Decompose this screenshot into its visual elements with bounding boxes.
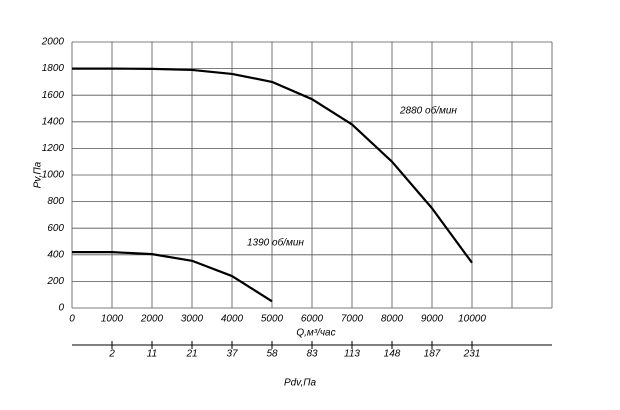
y-tick-label: 1800 <box>42 63 65 74</box>
y-tick-label: 1000 <box>42 170 65 181</box>
y-tick-label: 1400 <box>42 116 65 127</box>
series-label: 1390 об/мин <box>247 237 304 249</box>
x-tick-label: 2000 <box>140 314 164 325</box>
x-tick-label: 8000 <box>381 314 404 325</box>
x-tick-label: 5000 <box>261 314 284 325</box>
x-tick-label: 6000 <box>301 314 324 325</box>
x-tick-label: 9000 <box>421 314 444 325</box>
x-tick-label: 7000 <box>341 314 364 325</box>
curve <box>72 251 273 303</box>
y-tick-label: 200 <box>46 276 64 287</box>
y-axis-label: Pv,Па <box>33 161 44 188</box>
x-tick-label: 3000 <box>181 314 204 325</box>
x2-tick-label: 231 <box>463 349 481 360</box>
x2-tick-label: 21 <box>185 349 197 360</box>
y-tick-label: 600 <box>47 223 64 234</box>
x2-axis-label: Pdv,Па <box>284 378 317 389</box>
y-tick-label: 400 <box>47 249 64 260</box>
y-tick-label: 2000 <box>41 37 65 48</box>
x2-tick-label: 2 <box>108 349 115 360</box>
x2-tick-label: 11 <box>147 349 157 360</box>
x-tick-label: 0 <box>69 314 75 325</box>
y-tick-label: 800 <box>47 196 64 207</box>
series-label: 2880 об/мин <box>399 105 457 117</box>
y-tick-label: 1600 <box>42 90 65 101</box>
x-tick-label: 4000 <box>221 314 244 325</box>
x-tick-label: 10000 <box>458 314 486 325</box>
y-tick-label: 0 <box>58 303 64 314</box>
x2-tick-label: 113 <box>344 349 360 360</box>
y-tick-label: 1200 <box>42 143 65 154</box>
x2-tick-label: 58 <box>266 349 278 360</box>
x-tick-label: 1000 <box>101 314 124 325</box>
curve <box>72 67 473 264</box>
x2-tick-label: 187 <box>424 349 441 360</box>
x-axis-label: Q,м³/час <box>296 328 335 339</box>
x2-tick-label: 148 <box>384 349 401 360</box>
x2-tick-label: 83 <box>306 349 318 360</box>
x2-tick-label: 37 <box>226 349 238 360</box>
